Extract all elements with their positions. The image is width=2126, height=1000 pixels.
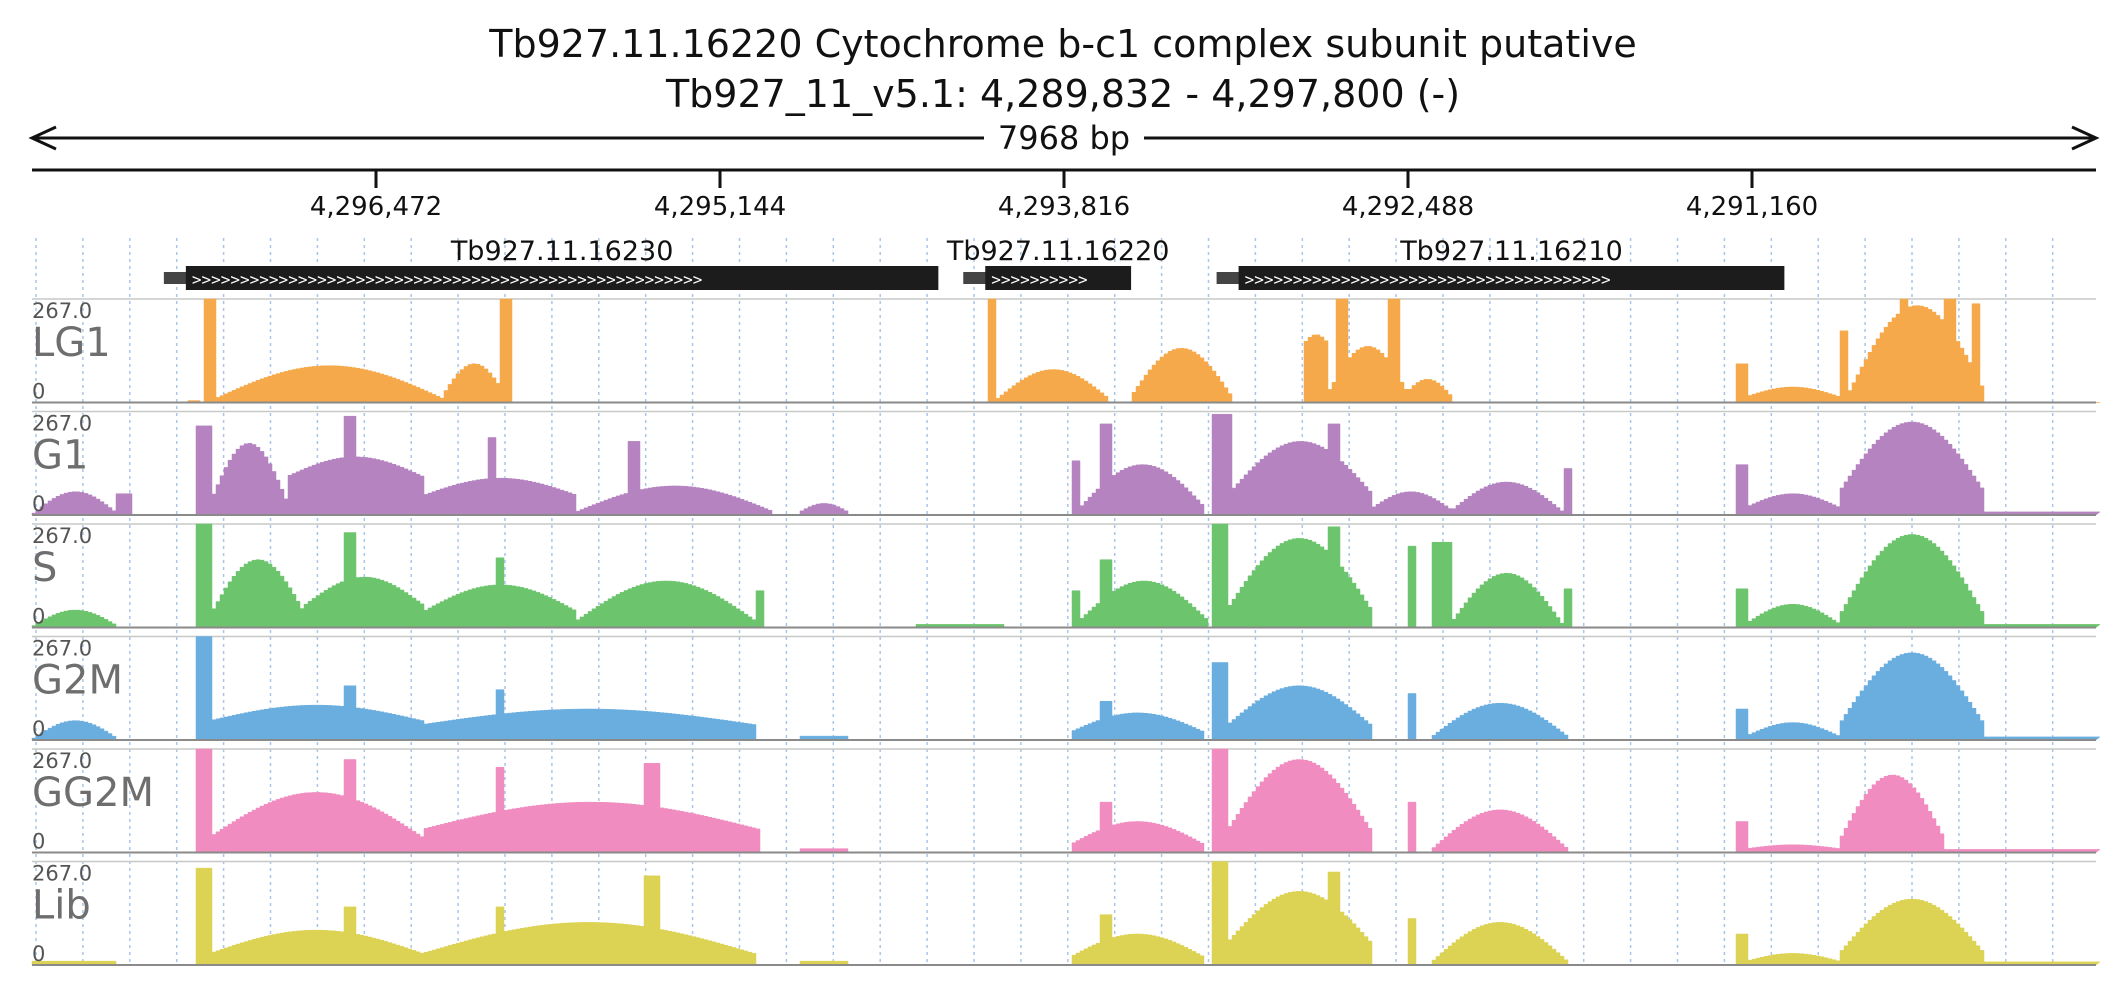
span-arrowhead-right xyxy=(2071,125,2100,151)
gene-label: Tb927.11.16230 xyxy=(450,236,674,267)
track-name-label: LG1 xyxy=(32,320,111,366)
coverage-area-s xyxy=(31,523,2101,628)
gene-label: Tb927.11.16210 xyxy=(1399,236,1623,267)
track-name-label: G2M xyxy=(32,658,123,704)
track-name-label: G1 xyxy=(32,433,88,479)
chart-subtitle: Tb927_11_v5.1: 4,289,832 - 4,297,800 (-) xyxy=(665,72,1461,116)
gene-utr-box xyxy=(963,272,988,284)
track-name-label: Lib xyxy=(32,883,91,929)
ruler-tick-label: 4,295,144 xyxy=(654,192,786,222)
gene-utr-box xyxy=(1216,272,1241,284)
coverage-area-g1 xyxy=(31,413,2101,516)
span-length-label: 7968 bp xyxy=(998,119,1130,157)
gene-body xyxy=(985,266,1132,290)
track-min-label: 0 xyxy=(32,380,45,404)
ruler-tick-label: 4,291,160 xyxy=(1686,192,1818,222)
track-min-label: 0 xyxy=(32,492,45,516)
ruler-tick-label: 4,296,472 xyxy=(310,192,442,222)
gene-label: Tb927.11.16220 xyxy=(946,236,1170,267)
track-max-label: 267.0 xyxy=(32,637,92,661)
ruler-tick-label: 4,293,816 xyxy=(998,192,1130,222)
gene-body xyxy=(1238,266,1785,290)
track-min-label: 0 xyxy=(32,717,45,741)
track-name-label: GG2M xyxy=(32,770,154,816)
track-max-label: 267.0 xyxy=(32,749,92,773)
track-min-label: 0 xyxy=(32,605,45,629)
track-max-label: 267.0 xyxy=(32,524,92,548)
gene-utr-box xyxy=(163,272,188,284)
track-min-label: 0 xyxy=(32,942,45,966)
gene-body xyxy=(185,266,939,290)
chart-title: Tb927.11.16220 Cytochrome b-c1 complex s… xyxy=(489,22,1637,66)
gene-strand-arrows: >>>>>>>>>> xyxy=(991,270,1087,289)
coverage-area-g2m xyxy=(31,636,2101,741)
track-name-label: S xyxy=(32,545,57,591)
track-max-label: 267.0 xyxy=(32,862,92,886)
ruler-tick-label: 4,292,488 xyxy=(1342,192,1474,222)
coverage-area-gg2m xyxy=(32,748,2101,853)
track-max-label: 267.0 xyxy=(32,299,92,323)
gene-strand-arrows: >>>>>>>>>>>>>>>>>>>>>>>>>>>>>>>>>>>>>> xyxy=(1245,270,1611,289)
track-min-label: 0 xyxy=(32,830,45,854)
coverage-area-lib xyxy=(31,861,2101,966)
coverage-area-lg1 xyxy=(32,298,2100,403)
span-arrowhead-left xyxy=(28,125,57,151)
track-max-label: 267.0 xyxy=(32,412,92,436)
gene-strand-arrows: >>>>>>>>>>>>>>>>>>>>>>>>>>>>>>>>>>>>>>>>… xyxy=(192,270,703,289)
